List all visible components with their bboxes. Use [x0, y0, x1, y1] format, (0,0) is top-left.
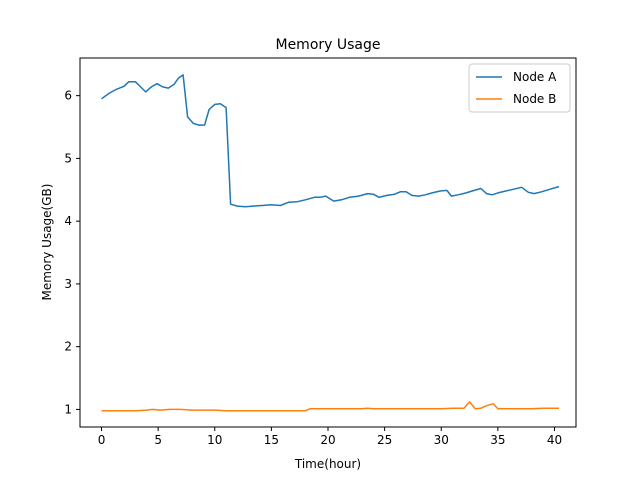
x-tick-label: 25 — [377, 433, 392, 447]
y-tick-label: 3 — [64, 277, 72, 291]
x-tick-label: 15 — [264, 433, 279, 447]
series-layer — [101, 74, 560, 412]
legend-box — [468, 63, 571, 113]
y-tick-label: 2 — [64, 340, 72, 354]
x-tick-label: 30 — [434, 433, 449, 447]
x-tick-label: 0 — [98, 433, 106, 447]
y-tick-label: 5 — [64, 151, 72, 165]
legend: Node A Node B — [468, 63, 571, 113]
x-tick-label: 40 — [547, 433, 562, 447]
x-tick-label: 20 — [320, 433, 335, 447]
y-axis-label: Memory Usage(GB) — [40, 184, 54, 301]
y-tick-label: 1 — [64, 402, 72, 416]
series-line-node-a — [101, 74, 560, 208]
chart-title: Memory Usage — [275, 37, 380, 53]
x-tick-label: 35 — [490, 433, 505, 447]
x-tick-label: 5 — [154, 433, 162, 447]
ticks-layer: 0 5 10 15 20 25 30 35 40 1 2 3 4 5 6 — [64, 89, 562, 447]
y-tick-label: 4 — [64, 214, 72, 228]
x-axis-label: Time(hour) — [294, 457, 361, 471]
y-tick-label: 6 — [64, 89, 72, 103]
legend-label-node-a: Node A — [513, 70, 557, 84]
series-line-node-b — [101, 401, 559, 412]
x-tick-label: 10 — [207, 433, 222, 447]
legend-label-node-b: Node B — [513, 92, 556, 106]
